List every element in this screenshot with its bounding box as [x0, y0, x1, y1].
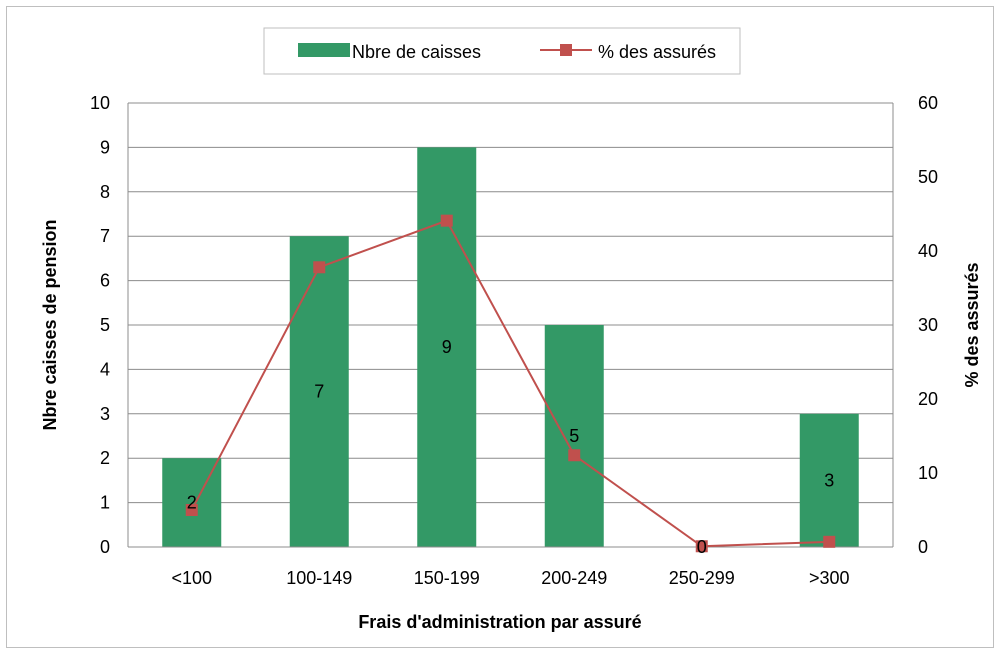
line-series — [185, 214, 836, 553]
x-axis-title: Frais d'administration par assuré — [358, 612, 641, 632]
x-tick-label: >300 — [809, 568, 850, 588]
x-tick-label: 100-149 — [286, 568, 352, 588]
line-marker — [440, 214, 453, 227]
y2-axis-title: % des assurés — [962, 262, 982, 387]
y-tick-label: 1 — [100, 493, 110, 513]
y2-tick-label: 60 — [918, 93, 938, 113]
line-series-path — [190, 219, 830, 548]
y-tick-label: 10 — [90, 93, 110, 113]
y2-tick-label: 30 — [918, 315, 938, 335]
bar-data-label: 5 — [569, 426, 579, 446]
y-tick-label: 2 — [100, 448, 110, 468]
bar — [544, 325, 604, 547]
gridlines — [128, 102, 893, 504]
y2-tick-label: 20 — [918, 389, 938, 409]
x-tick-label: <100 — [171, 568, 212, 588]
line-marker — [695, 540, 708, 553]
y2-tick-label: 40 — [918, 241, 938, 261]
legend-label-line: % des assurés — [598, 42, 716, 62]
legend-label-bars: Nbre de caisses — [352, 42, 481, 62]
line-marker — [313, 261, 326, 274]
x-tick-label: 250-299 — [669, 568, 735, 588]
y-tick-label: 7 — [100, 226, 110, 246]
bar-data-label: 3 — [824, 470, 834, 490]
bar-series — [162, 147, 859, 547]
line-marker — [823, 535, 836, 548]
y-tick-label: 4 — [100, 359, 110, 379]
bar-data-label: 7 — [314, 382, 324, 402]
y-tick-label: 3 — [100, 404, 110, 424]
bar-data-label: 2 — [187, 493, 197, 513]
bar — [417, 147, 477, 547]
line-marker — [568, 449, 581, 462]
legend-marker-swatch — [560, 44, 572, 56]
y-tick-label: 9 — [100, 137, 110, 157]
bar — [799, 413, 859, 547]
y-tick-label: 6 — [100, 271, 110, 291]
legend-swatch-bars — [298, 43, 350, 57]
legend: Nbre de caisses % des assurés — [263, 27, 741, 75]
x-tick-label: 200-249 — [541, 568, 607, 588]
y-tick-label: 5 — [100, 315, 110, 335]
bar-data-label: 0 — [697, 537, 707, 557]
x-tick-label: 150-199 — [414, 568, 480, 588]
y2-tick-label: 0 — [918, 537, 928, 557]
y-tick-label: 8 — [100, 182, 110, 202]
y-axis-title: Nbre caisses de pension — [40, 219, 60, 430]
bar-data-label: 9 — [442, 337, 452, 357]
y2-tick-label: 10 — [918, 463, 938, 483]
line-marker — [185, 504, 198, 516]
bar — [289, 236, 349, 547]
y-tick-label: 0 — [100, 537, 110, 557]
y2-tick-label: 50 — [918, 167, 938, 187]
data-labels: 2 7 9 5 0 3 — [187, 337, 835, 557]
